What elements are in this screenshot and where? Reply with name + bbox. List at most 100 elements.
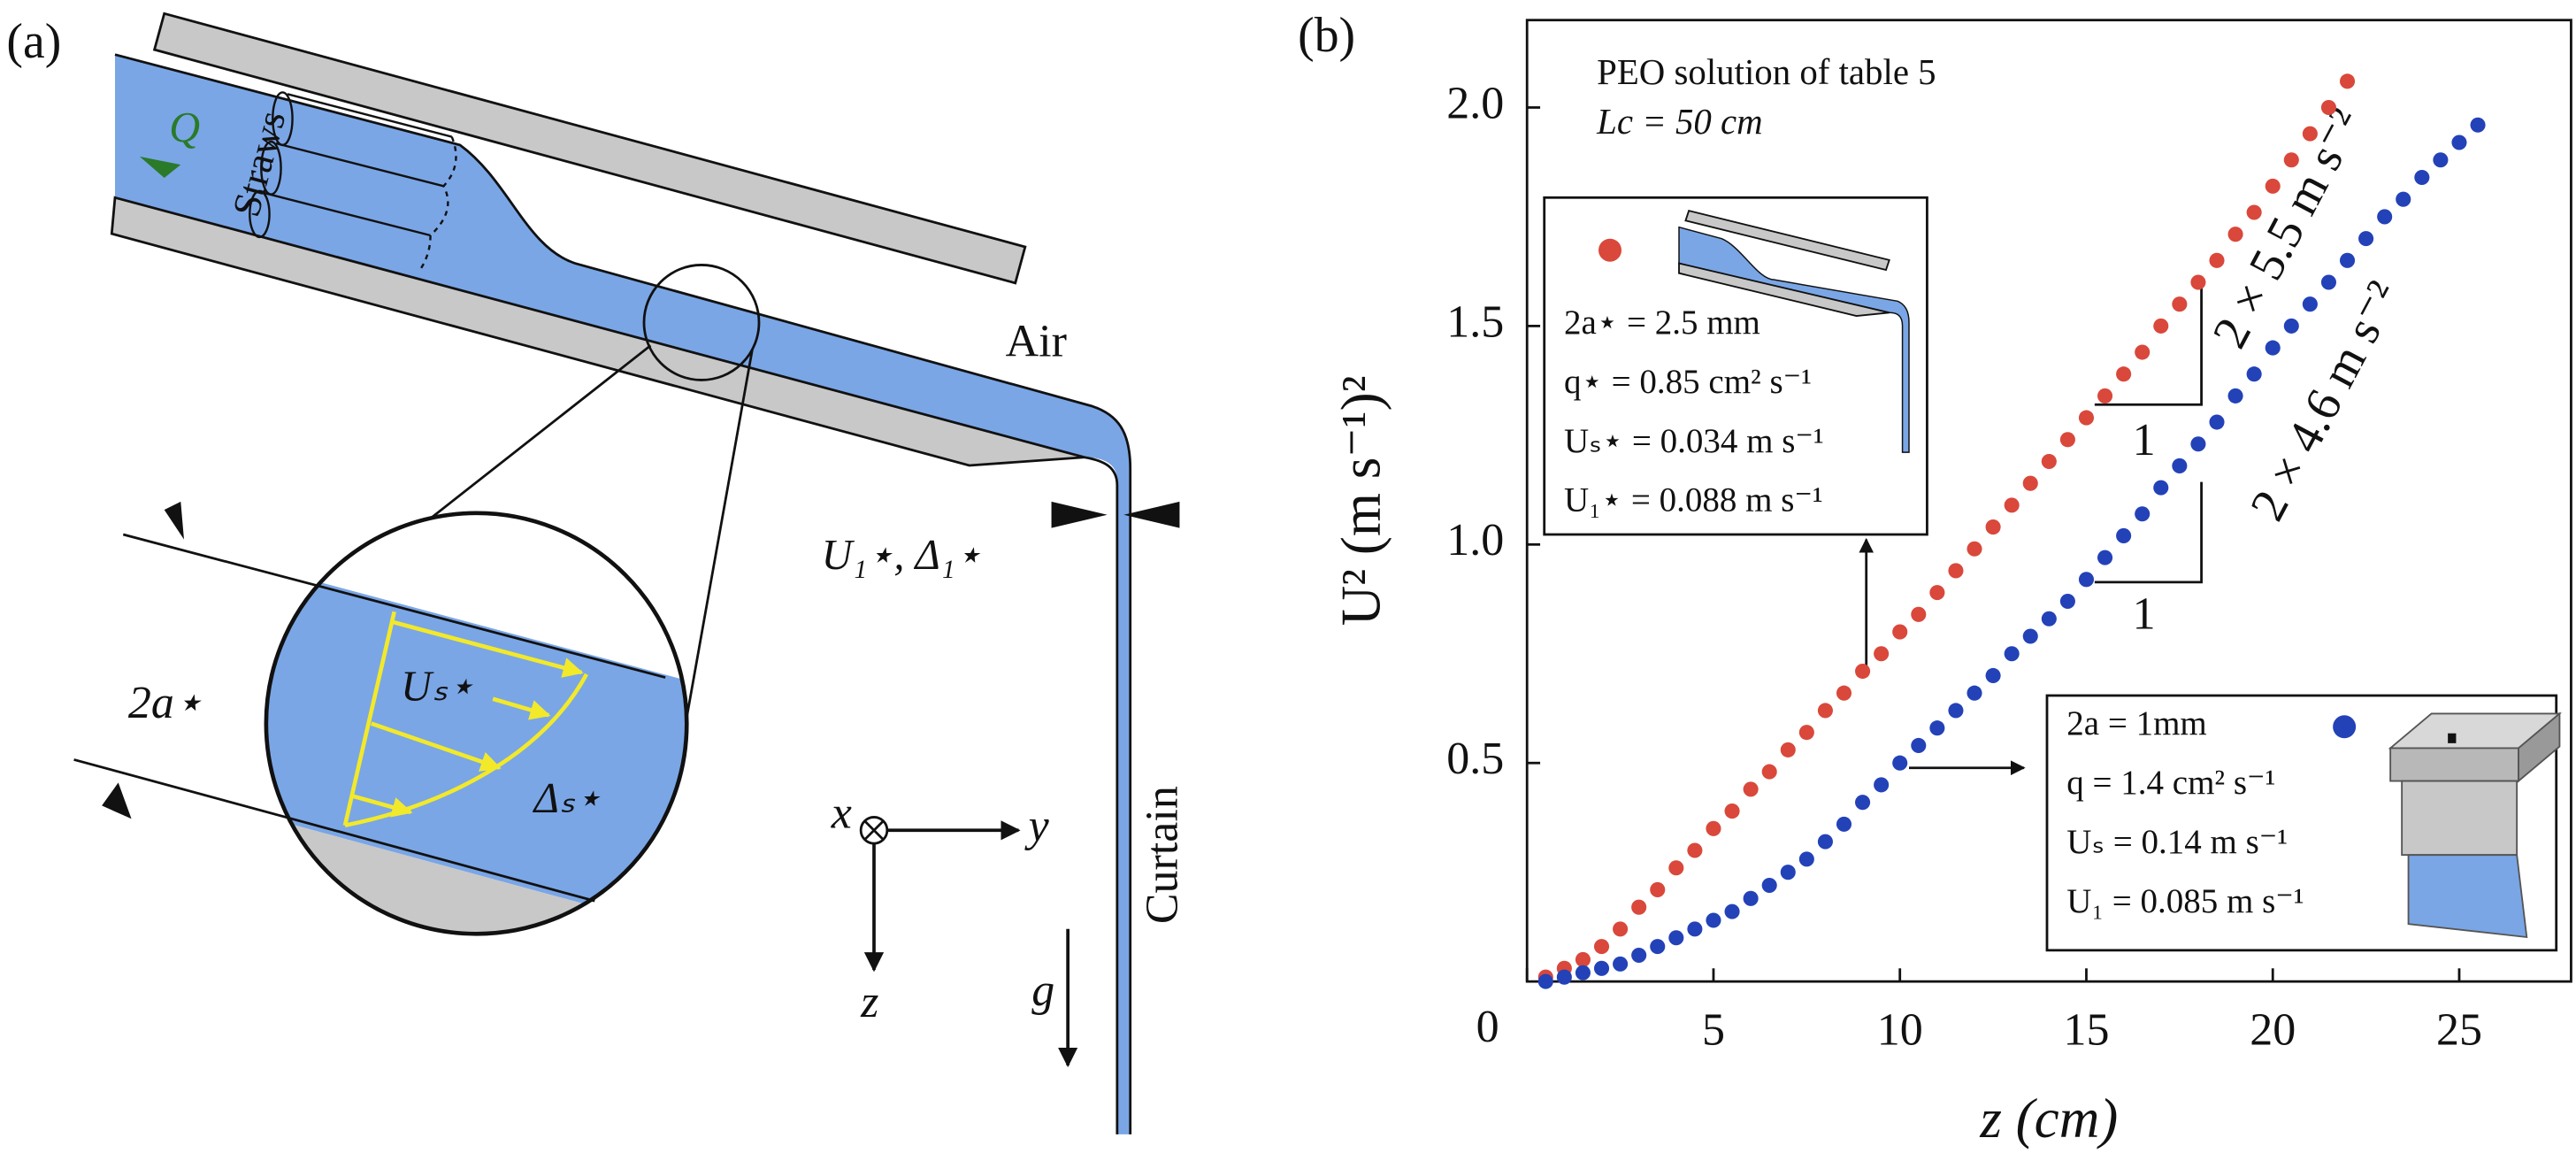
data-point xyxy=(1537,973,1553,989)
data-point xyxy=(2153,480,2169,496)
data-point xyxy=(2078,572,2095,588)
data-point xyxy=(2022,628,2038,644)
axis-z-label: z xyxy=(860,977,878,1027)
thickness-label: 2a⋆ xyxy=(128,678,203,728)
axis-y-label: y xyxy=(1024,801,1050,851)
data-point xyxy=(1593,960,1610,976)
data-point xyxy=(2059,593,2075,610)
x-tick-label: 25 xyxy=(2436,1005,2482,1056)
slope-triangle xyxy=(2094,481,2203,584)
data-point xyxy=(1575,951,1591,967)
inset-text: q = 1.4 cm² s⁻¹ xyxy=(2066,764,2275,802)
data-point xyxy=(2097,388,2113,404)
y-tick-label: 2.0 xyxy=(1446,78,1504,128)
plot-frame xyxy=(1525,19,2572,983)
data-point xyxy=(1929,720,1945,736)
flow-arrow xyxy=(139,156,181,178)
data-point xyxy=(1817,834,1833,850)
film-bottom xyxy=(73,758,595,903)
data-point xyxy=(2433,152,2449,168)
data-point xyxy=(2190,274,2206,290)
data-point xyxy=(2414,169,2430,186)
data-point xyxy=(2320,274,2336,290)
zoom-circle xyxy=(642,264,761,381)
data-point xyxy=(1985,667,2001,684)
lower-wall xyxy=(110,196,1085,467)
data-point xyxy=(1874,646,1890,662)
arrowhead xyxy=(164,501,184,540)
annotation: PEO solution of table 5 xyxy=(1597,52,1936,92)
x-tick-label: 15 xyxy=(2063,1005,2109,1056)
zoom-circle-large xyxy=(264,511,689,936)
data-point xyxy=(2059,432,2075,448)
data-point xyxy=(1892,755,1908,771)
data-point xyxy=(1911,737,1927,754)
x-axis-label: z (cm) xyxy=(1979,1088,2118,1149)
data-point xyxy=(1761,877,1777,894)
data-point xyxy=(2470,117,2486,133)
data-point xyxy=(2004,646,2020,662)
data-point xyxy=(1575,965,1591,980)
data-point xyxy=(2283,318,2299,334)
inset-text: 2a⋆ = 2.5 mm xyxy=(1564,304,1760,342)
data-point xyxy=(1724,803,1740,819)
data-point xyxy=(1874,777,1890,793)
free-surface xyxy=(114,53,1132,1134)
data-point xyxy=(2190,436,2206,452)
data-point xyxy=(2396,191,2411,207)
data-point xyxy=(1743,781,1759,797)
surface-velocity-label: Uₛ⋆ xyxy=(401,664,474,711)
data-point xyxy=(2135,506,2150,522)
x-tick-label: 0 xyxy=(1476,1002,1499,1052)
data-point xyxy=(2339,73,2356,89)
data-point xyxy=(1668,930,1684,946)
data-point xyxy=(2172,457,2188,473)
data-point xyxy=(2246,204,2262,220)
data-point xyxy=(2172,296,2188,312)
panel-label: (b) xyxy=(1298,8,1355,63)
gravity-label: g xyxy=(1031,965,1054,1016)
data-point xyxy=(1650,939,1666,955)
data-point xyxy=(2320,99,2336,116)
data-point xyxy=(1892,624,1908,640)
panel-label: (a) xyxy=(6,14,61,69)
data-point xyxy=(1798,725,1814,741)
data-point xyxy=(2302,126,2318,142)
inset-text: Uₛ = 0.14 m s⁻¹ xyxy=(2066,823,2288,861)
axis-origin xyxy=(862,819,886,842)
data-point xyxy=(2246,366,2262,382)
y-tick-label: 0.5 xyxy=(1446,734,1504,784)
upper-wall xyxy=(152,12,1027,285)
data-point xyxy=(1706,820,1721,836)
straws xyxy=(249,91,457,273)
x-tick-label: 10 xyxy=(1877,1005,1923,1056)
data-point xyxy=(1780,742,1796,757)
data-point xyxy=(2022,475,2038,491)
data-point xyxy=(1724,903,1740,919)
data-point xyxy=(2153,318,2169,334)
curtain-label: Curtain xyxy=(1138,786,1188,924)
data-point xyxy=(1948,703,1964,719)
data-point xyxy=(1631,947,1647,964)
data-point xyxy=(2116,366,2132,382)
data-point xyxy=(2078,410,2095,426)
data-point xyxy=(2209,252,2225,268)
arrowhead xyxy=(102,782,132,819)
data-point xyxy=(2227,227,2243,242)
data-point xyxy=(2265,178,2281,194)
data-point xyxy=(1966,685,1982,701)
data-point xyxy=(2097,550,2113,565)
axis-x-label: x xyxy=(831,788,852,838)
slope-label: 1 xyxy=(2133,415,2156,465)
data-point xyxy=(1948,563,1964,579)
jet-label: U₁⋆, Δ₁⋆ xyxy=(822,532,982,579)
data-point xyxy=(1706,912,1721,928)
x-tick-label: 5 xyxy=(1702,1005,1725,1056)
film-top xyxy=(122,533,666,679)
data-point xyxy=(1817,703,1833,719)
inset-text: U₁ = 0.085 m s⁻¹ xyxy=(2066,882,2304,920)
data-point xyxy=(1855,663,1871,680)
data-point xyxy=(2004,497,2020,513)
